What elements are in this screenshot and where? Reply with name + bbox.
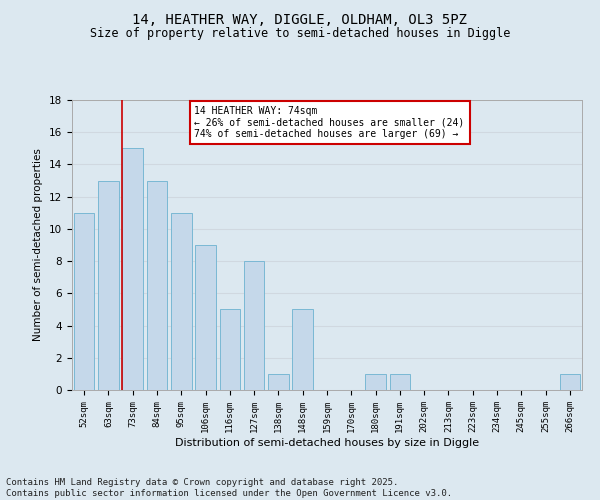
Bar (220, 310, 240, 390)
Bar (244, 261, 265, 390)
Bar (98, 180, 119, 390)
Bar (171, 213, 191, 390)
Text: Size of property relative to semi-detached houses in Diggle: Size of property relative to semi-detach… (90, 28, 510, 40)
Bar (122, 148, 143, 390)
Bar (389, 374, 410, 390)
Bar (365, 374, 386, 390)
Bar (292, 310, 313, 390)
Text: 14 HEATHER WAY: 74sqm
← 26% of semi-detached houses are smaller (24)
74% of semi: 14 HEATHER WAY: 74sqm ← 26% of semi-deta… (194, 106, 464, 139)
Bar (74, 213, 94, 390)
Text: Contains HM Land Registry data © Crown copyright and database right 2025.
Contai: Contains HM Land Registry data © Crown c… (6, 478, 452, 498)
Bar (195, 245, 216, 390)
X-axis label: Distribution of semi-detached houses by size in Diggle: Distribution of semi-detached houses by … (175, 438, 479, 448)
Bar (268, 374, 289, 390)
Text: 14, HEATHER WAY, DIGGLE, OLDHAM, OL3 5PZ: 14, HEATHER WAY, DIGGLE, OLDHAM, OL3 5PZ (133, 12, 467, 26)
Bar (560, 374, 580, 390)
Y-axis label: Number of semi-detached properties: Number of semi-detached properties (34, 148, 43, 342)
Bar (146, 180, 167, 390)
